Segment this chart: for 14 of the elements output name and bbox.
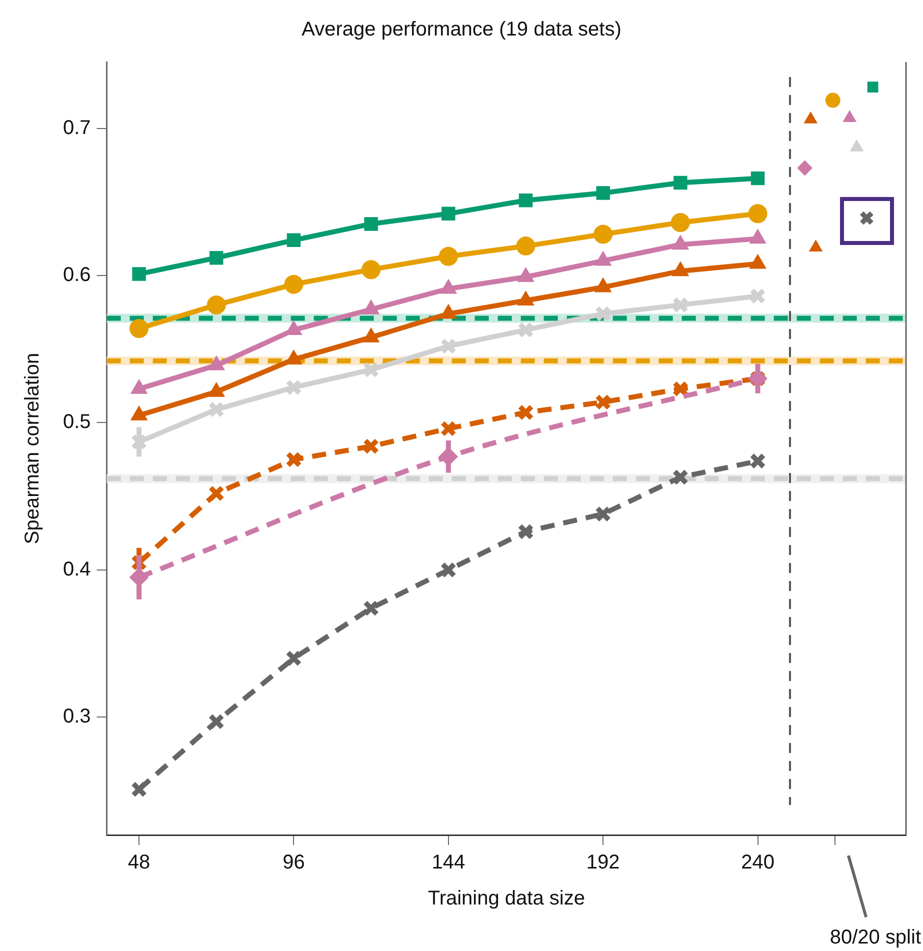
x-tick-label: 240 — [741, 852, 774, 874]
y-tick-label: 0.4 — [62, 558, 91, 580]
x-tick-label: 48 — [128, 852, 150, 874]
x-tick-label: 144 — [432, 852, 466, 874]
x-axis-title: Training data size — [428, 888, 585, 910]
x-tick-label: 96 — [282, 852, 305, 874]
chart-title: Average performance (19 data sets) — [302, 18, 622, 41]
text: 80/20 split — [830, 926, 922, 949]
y-tick-label: 0.7 — [62, 116, 91, 139]
y-tick-label: 0.5 — [62, 411, 91, 434]
y-tick-label: 0.3 — [62, 706, 91, 728]
y-axis-title: Spearman correlation — [22, 352, 44, 544]
x-tick-label: 192 — [586, 852, 620, 874]
y-tick-label: 0.6 — [62, 264, 91, 286]
